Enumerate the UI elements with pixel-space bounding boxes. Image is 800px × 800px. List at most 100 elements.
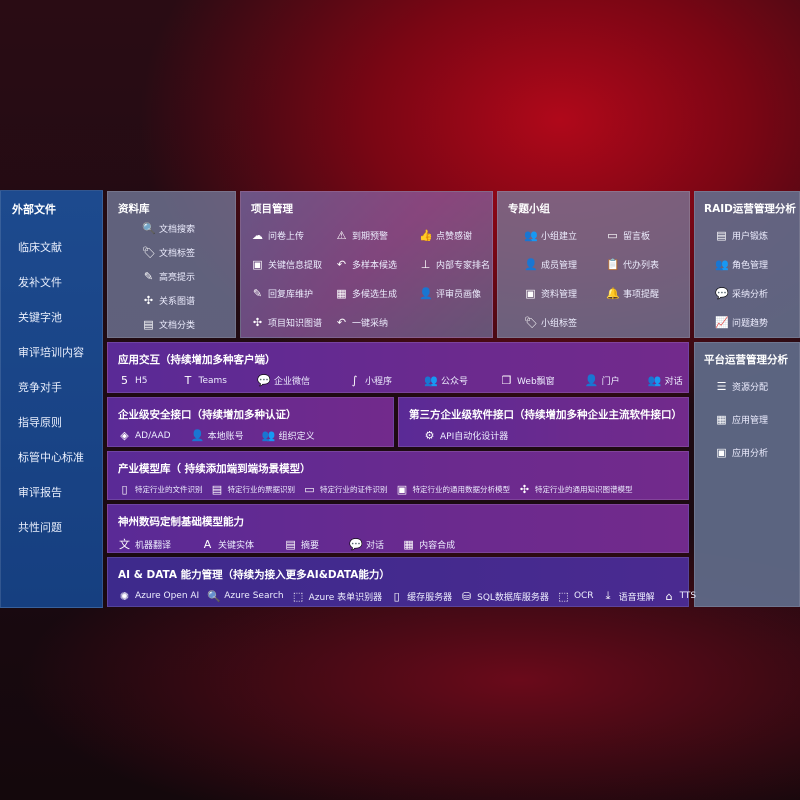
feature-item[interactable]: 🔔 事项提醒 <box>606 287 659 300</box>
feature-item[interactable]: ✎ 回复库维护 <box>251 287 313 300</box>
feature-item[interactable]: ▣ 应用分析 <box>715 446 768 459</box>
feature-item[interactable]: ☰ 资源分配 <box>715 380 768 393</box>
feature-item[interactable]: ▣ 关键信息提取 <box>251 258 322 271</box>
feature-item[interactable]: ▯ 缓存服务器 <box>390 589 453 603</box>
feature-item[interactable]: 👤 门户 <box>585 374 620 387</box>
sidebar-item[interactable]: 审评报告 <box>18 486 62 499</box>
feature-item[interactable]: ◈ AD/AAD <box>118 429 171 442</box>
feature-item[interactable]: ✎ 高亮提示 <box>142 270 195 283</box>
platform-panel: 平台运营管理分析 ☰ 资源分配 ▦ 应用管理 ▣ 应用分析 <box>694 342 800 607</box>
local-account-icon: 👤 <box>190 429 205 442</box>
feature-item[interactable]: 👤 本地账号 <box>191 429 244 442</box>
feature-item[interactable]: 🔍 文档搜索 <box>142 222 195 235</box>
feature-item[interactable]: 文机器翻译 <box>118 536 171 552</box>
feature-label: 对话 <box>366 540 385 551</box>
sidebar-item[interactable]: 审评培训内容 <box>18 346 84 359</box>
feature-item[interactable]: ⚙ API自动化设计器 <box>423 429 509 442</box>
wecom-icon: 💬 <box>256 374 271 387</box>
feature-item[interactable]: ⤓ 语音理解 <box>602 589 655 603</box>
feature-item[interactable]: ⚠ 到期预警 <box>335 229 388 242</box>
feature-label: 关键信息提取 <box>268 261 323 271</box>
sidebar-item[interactable]: 关键字池 <box>18 311 62 324</box>
feature-item[interactable]: ▤ 文档分类 <box>142 318 195 331</box>
feature-item[interactable]: ▤ 特定行业的票据识别 <box>211 483 295 496</box>
feature-item[interactable]: ⬚ OCR <box>557 589 593 603</box>
feature-item[interactable]: ⬚ Azure 表单识别器 <box>292 589 382 603</box>
feature-item[interactable]: ⌂ TTS <box>663 589 697 603</box>
feature-item[interactable]: 👥 对话 <box>648 374 683 387</box>
feature-label: 到期预警 <box>352 232 389 242</box>
feature-item[interactable]: ✣ 关系图谱 <box>142 294 195 307</box>
feature-item[interactable]: 🔍 Azure Search <box>207 589 283 603</box>
feature-item[interactable]: ▤ 摘要 <box>284 536 319 552</box>
feature-label: AD/AAD <box>135 430 171 441</box>
feature-item[interactable]: 👥 小组建立 <box>524 229 577 242</box>
feature-label: API自动化设计器 <box>440 432 509 442</box>
feature-label: 特定行业的通用数据分析模型 <box>412 485 511 494</box>
sidebar-item[interactable]: 竞争对手 <box>18 381 62 394</box>
sidebar-item[interactable]: 共性问题 <box>18 521 62 534</box>
feature-label: 公众号 <box>441 377 469 387</box>
feature-item[interactable]: ✣ 项目知识图谱 <box>251 316 322 329</box>
feature-item[interactable]: ∫ 小程序 <box>348 374 392 387</box>
feature-item[interactable]: ▦ 多候选生成 <box>335 287 397 300</box>
sidebar-item[interactable]: 临床文献 <box>18 241 62 254</box>
entity-icon: A <box>203 537 212 551</box>
edit-icon: ✎ <box>252 287 263 300</box>
feature-item[interactable]: 💬 采纳分析 <box>715 287 768 300</box>
translate-icon: 文 <box>119 538 130 551</box>
feature-item[interactable]: ✺ Azure Open AI <box>118 589 199 603</box>
feature-item[interactable]: ❐ Web飘窗 <box>500 374 555 387</box>
feature-label: 机器翻译 <box>135 540 172 551</box>
graph-icon: ✣ <box>519 483 530 496</box>
chart-icon: ▣ <box>716 446 727 459</box>
feature-item[interactable]: 5 H5 <box>118 374 148 387</box>
feature-item[interactable]: 👥 组织定义 <box>262 429 315 442</box>
sidebar-item[interactable]: 发补文件 <box>18 276 62 289</box>
feature-item[interactable]: ▣ 资料管理 <box>524 287 577 300</box>
qa-icon: 💬 <box>715 287 729 300</box>
feature-item[interactable]: 👍 点赞感谢 <box>419 229 472 242</box>
feature-item[interactable]: 💬 企业微信 <box>257 374 310 387</box>
feature-item[interactable]: ▦ 内容合成 <box>402 536 455 552</box>
feature-label: 代办列表 <box>623 261 660 271</box>
feature-label: Azure Open AI <box>135 591 200 601</box>
feature-item[interactable]: ▤ 用户锻炼 <box>715 229 768 242</box>
cloud-upload-icon: ☁ <box>252 229 263 242</box>
feature-item[interactable]: 👥 角色管理 <box>715 258 768 271</box>
feature-label: SQL数据库服务器 <box>477 592 549 603</box>
topic-group-panel: 专题小组 👥 小组建立 ▭ 留言板 👤 成员管理 📋 代办列表 ▣ 资料管理 🔔 事项提醒 🏷 小组标签 <box>497 191 690 338</box>
feature-item[interactable]: 💬 对话 <box>349 536 384 552</box>
feature-label: 文档搜索 <box>159 225 196 235</box>
form-recognizer-icon: ⬚ <box>292 589 304 603</box>
feature-item[interactable]: ☁ 问卷上传 <box>251 229 304 242</box>
feature-item[interactable]: A 关键实体 <box>201 536 254 552</box>
feature-item[interactable]: ▭ 特定行业的证件识别 <box>303 483 387 496</box>
feature-item[interactable]: ⛁ SQL数据库服务器 <box>460 589 549 603</box>
feature-item[interactable]: ✣ 特定行业的通用知识图谱模型 <box>518 483 633 496</box>
industry-model-panel: 产业模型库（ 持续添加端到端场景模型） ▯ 特定行业的文件识别 ▤ 特定行业的票据识别… <box>107 451 689 500</box>
feature-item[interactable]: 📈 问题趋势 <box>715 316 768 329</box>
users-icon: 👥 <box>424 374 438 387</box>
feature-item[interactable]: ⊥ 内部专家排名 <box>419 258 490 271</box>
feature-item[interactable]: ▭ 留言板 <box>606 229 650 242</box>
feature-item[interactable]: 👤 成员管理 <box>524 258 577 271</box>
feature-label: 内容合成 <box>419 540 456 551</box>
feature-item[interactable]: ▯ 特定行业的文件识别 <box>118 483 203 496</box>
feature-label: 特定行业的文件识别 <box>135 485 203 494</box>
feature-item[interactable]: 🏷 小组标签 <box>524 316 577 329</box>
feature-item[interactable]: 🏷 文档标签 <box>142 246 195 259</box>
feature-item[interactable]: T Teams <box>182 374 227 387</box>
sidebar-item[interactable]: 标管中心标准 <box>18 451 84 464</box>
feature-item[interactable]: 👤 评审员画像 <box>419 287 481 300</box>
checklist-icon: ☰ <box>716 380 727 393</box>
feature-item[interactable]: ▣ 特定行业的通用数据分析模型 <box>396 483 511 496</box>
sidebar-item[interactable]: 指导原则 <box>18 416 62 429</box>
feature-item[interactable]: ↶ 多样本候选 <box>335 258 397 271</box>
feature-item[interactable]: 👥 公众号 <box>424 374 468 387</box>
reply-icon: ↶ <box>336 258 347 271</box>
feature-label: 问题趋势 <box>732 319 769 329</box>
feature-item[interactable]: ↶ 一键采纳 <box>335 316 388 329</box>
feature-item[interactable]: ▦ 应用管理 <box>715 413 768 426</box>
feature-item[interactable]: 📋 代办列表 <box>606 258 659 271</box>
